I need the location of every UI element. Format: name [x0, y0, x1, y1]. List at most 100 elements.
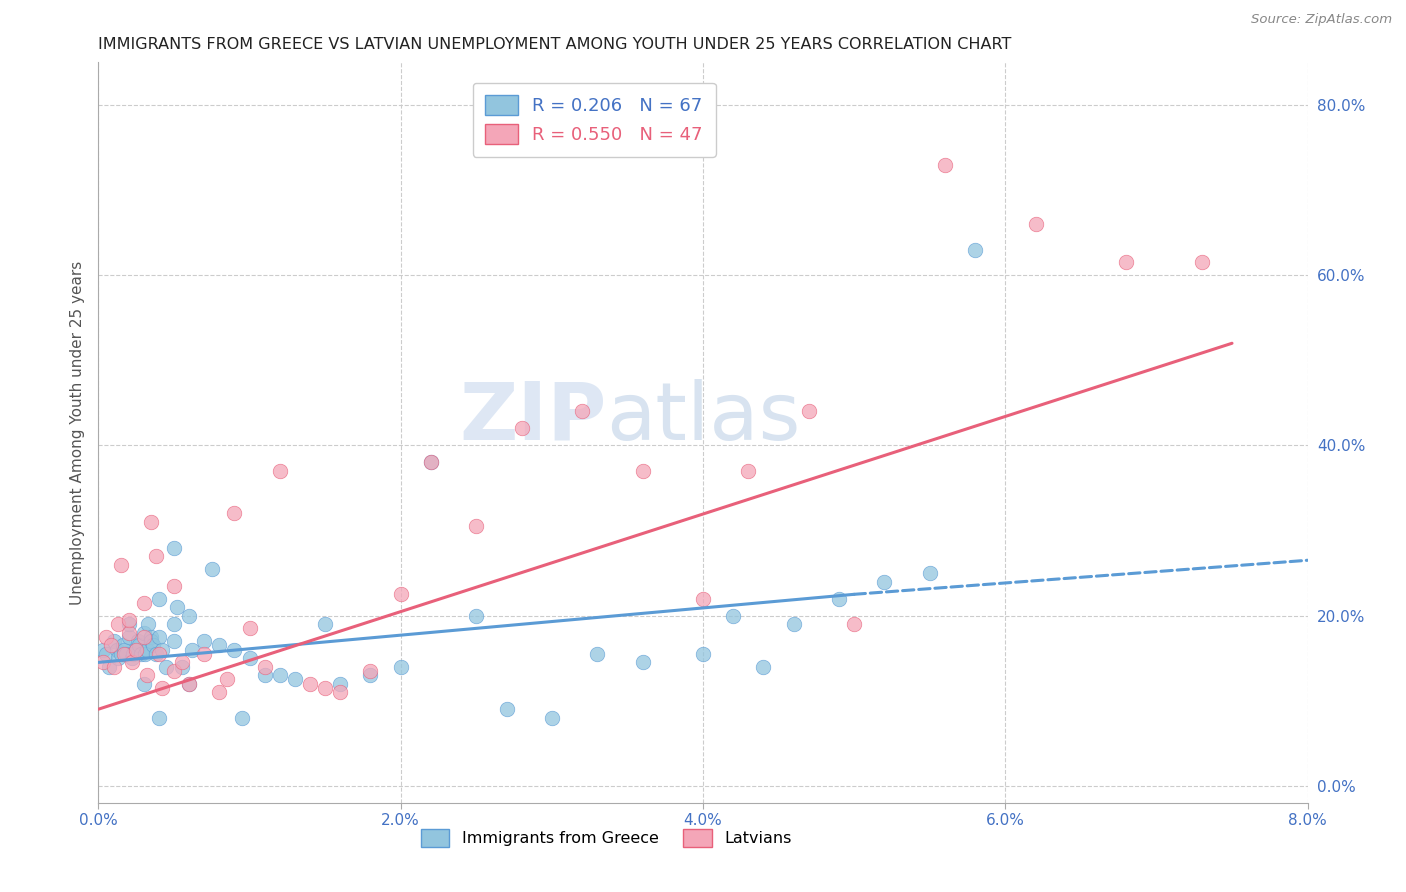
- Point: [121, 651, 143, 665]
- Text: Source: ZipAtlas.com: Source: ZipAtlas.com: [1251, 13, 1392, 27]
- Text: atlas: atlas: [606, 379, 800, 457]
- Point: [201, 562, 224, 576]
- Y-axis label: Unemployment Among Youth under 25 years: Unemployment Among Youth under 25 years: [69, 260, 84, 605]
- Point: [631, 464, 654, 478]
- Point: [170, 656, 193, 670]
- Point: [797, 404, 820, 418]
- Point: [135, 642, 157, 657]
- Point: [112, 647, 135, 661]
- Point: [179, 676, 201, 690]
- Point: [737, 464, 759, 478]
- Legend: Immigrants from Greece, Latvians: Immigrants from Greece, Latvians: [420, 830, 792, 847]
- Point: [329, 676, 352, 690]
- Point: [118, 617, 141, 632]
- Point: [118, 630, 141, 644]
- Point: [103, 659, 125, 673]
- Point: [125, 642, 148, 657]
- Point: [239, 651, 262, 665]
- Point: [1115, 255, 1137, 269]
- Point: [934, 157, 956, 171]
- Point: [193, 647, 215, 661]
- Point: [329, 685, 352, 699]
- Point: [631, 656, 654, 670]
- Point: [163, 541, 186, 555]
- Point: [253, 659, 276, 673]
- Point: [163, 664, 186, 678]
- Point: [163, 617, 186, 632]
- Point: [107, 651, 129, 665]
- Point: [148, 591, 170, 606]
- Point: [314, 617, 336, 632]
- Point: [420, 455, 443, 469]
- Point: [141, 630, 163, 644]
- Point: [420, 455, 443, 469]
- Point: [136, 617, 159, 632]
- Point: [752, 659, 775, 673]
- Point: [145, 647, 167, 661]
- Point: [360, 668, 382, 682]
- Point: [100, 639, 122, 653]
- Point: [208, 639, 231, 653]
- Point: [163, 634, 186, 648]
- Point: [132, 625, 155, 640]
- Point: [179, 676, 201, 690]
- Point: [510, 421, 533, 435]
- Point: [142, 639, 165, 653]
- Point: [148, 711, 170, 725]
- Point: [224, 507, 246, 521]
- Point: [215, 673, 238, 687]
- Point: [94, 647, 117, 661]
- Point: [127, 634, 149, 648]
- Point: [873, 574, 896, 589]
- Point: [148, 647, 170, 661]
- Point: [132, 676, 155, 690]
- Point: [208, 685, 231, 699]
- Point: [121, 656, 143, 670]
- Point: [111, 639, 134, 653]
- Point: [135, 668, 157, 682]
- Point: [465, 608, 488, 623]
- Point: [141, 515, 163, 529]
- Point: [141, 634, 163, 648]
- Point: [148, 630, 170, 644]
- Text: IMMIGRANTS FROM GREECE VS LATVIAN UNEMPLOYMENT AMONG YOUTH UNDER 25 YEARS CORREL: IMMIGRANTS FROM GREECE VS LATVIAN UNEMPL…: [98, 37, 1012, 52]
- Point: [114, 647, 136, 661]
- Point: [965, 243, 987, 257]
- Point: [118, 625, 141, 640]
- Point: [692, 647, 714, 661]
- Point: [692, 591, 714, 606]
- Point: [360, 664, 382, 678]
- Point: [179, 608, 201, 623]
- Point: [299, 676, 322, 690]
- Point: [129, 647, 152, 661]
- Point: [128, 639, 150, 653]
- Point: [253, 668, 276, 682]
- Point: [828, 591, 851, 606]
- Point: [586, 647, 609, 661]
- Point: [132, 630, 155, 644]
- Point: [107, 617, 129, 632]
- Point: [112, 642, 135, 657]
- Point: [783, 617, 806, 632]
- Point: [122, 647, 145, 661]
- Point: [269, 668, 291, 682]
- Point: [91, 642, 114, 657]
- Point: [91, 656, 114, 670]
- Point: [239, 621, 262, 635]
- Point: [571, 404, 593, 418]
- Point: [918, 566, 941, 580]
- Point: [150, 681, 173, 695]
- Point: [118, 613, 141, 627]
- Point: [844, 617, 866, 632]
- Point: [224, 642, 246, 657]
- Point: [314, 681, 336, 695]
- Point: [723, 608, 745, 623]
- Point: [125, 642, 148, 657]
- Point: [495, 702, 517, 716]
- Point: [193, 634, 215, 648]
- Point: [170, 659, 193, 673]
- Text: ZIP: ZIP: [458, 379, 606, 457]
- Point: [465, 519, 488, 533]
- Point: [231, 711, 253, 725]
- Point: [94, 630, 117, 644]
